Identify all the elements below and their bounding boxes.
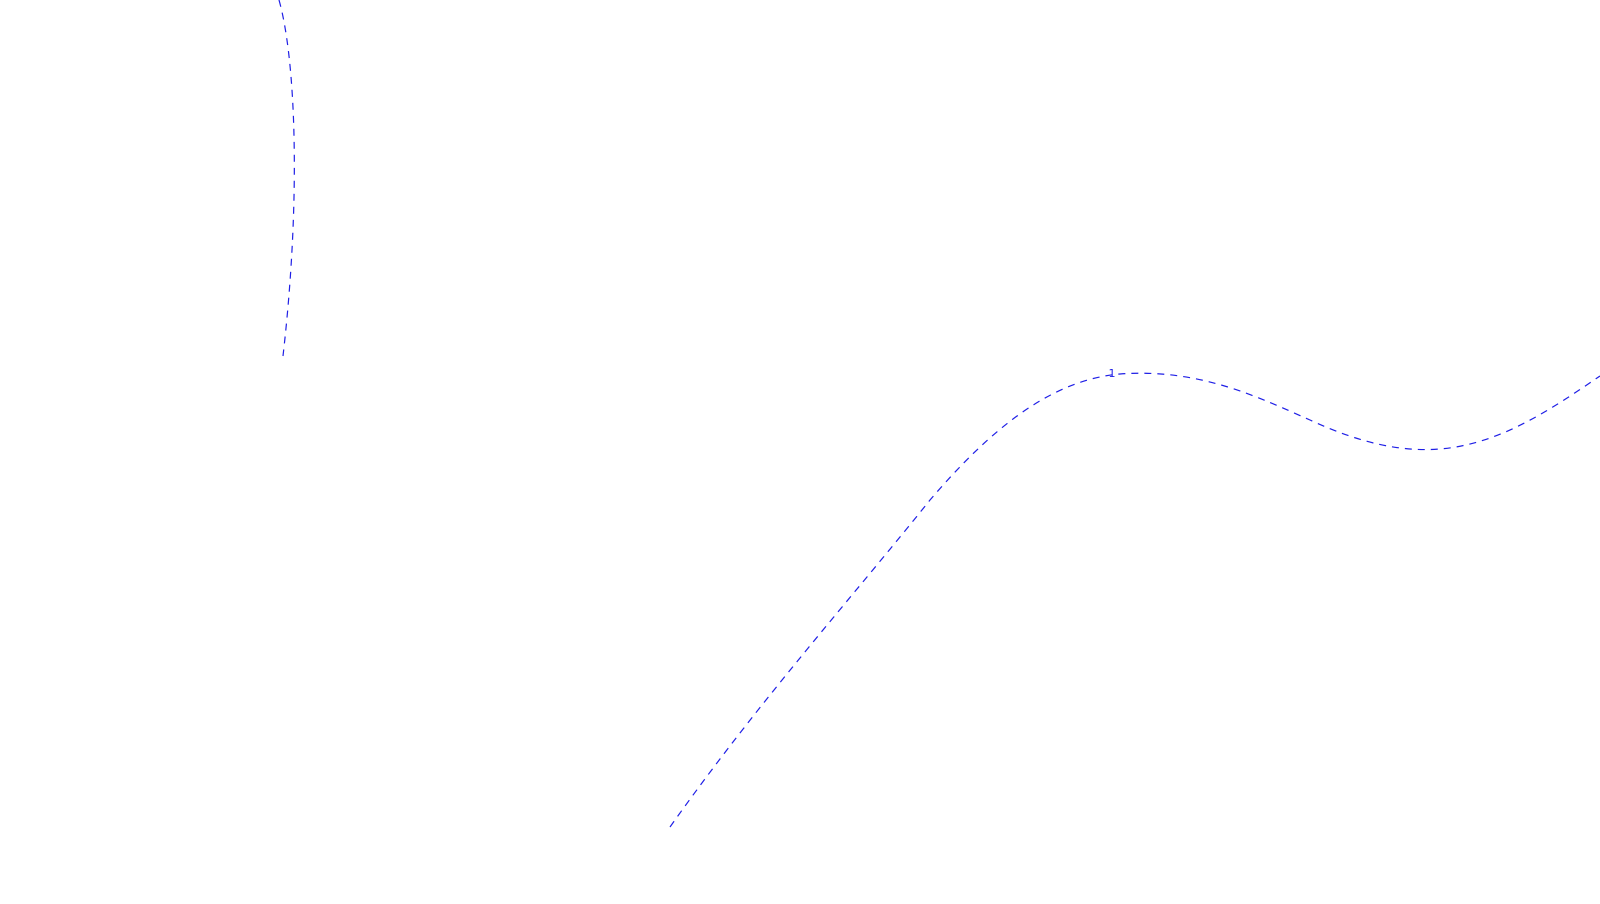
route-marker-label: 1 — [1109, 367, 1116, 380]
route-arc — [278, 0, 295, 357]
route-main — [669, 372, 1600, 828]
